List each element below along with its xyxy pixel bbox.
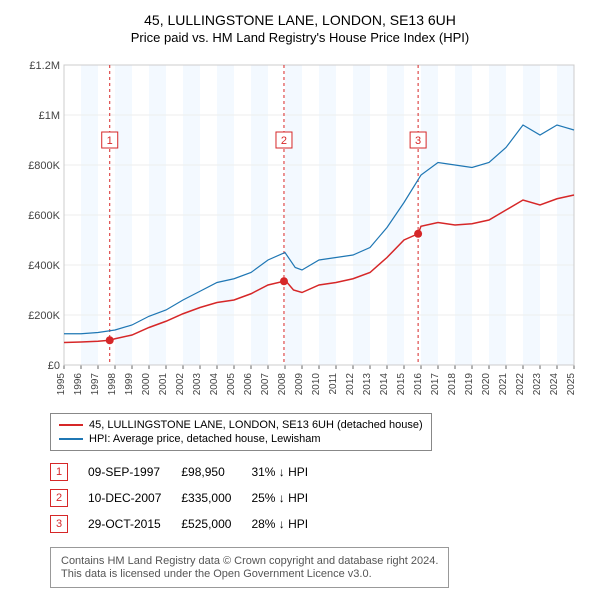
svg-text:£800K: £800K (28, 160, 60, 172)
chart-title: 45, LULLINGSTONE LANE, LONDON, SE13 6UH (10, 12, 590, 28)
chart-svg: £0 £200K £400K £600K £800K £1M £1.2M 1995 1996 19… (20, 55, 580, 405)
svg-text:2002: 2002 (175, 373, 186, 396)
legend-item: 45, LULLINGSTONE LANE, LONDON, SE13 6UH … (59, 418, 423, 432)
svg-text:3: 3 (415, 135, 421, 147)
marker-row: 2 10-DEC-2007£335,00025% ↓ HPI (50, 485, 328, 511)
svg-text:£400K: £400K (28, 260, 60, 272)
svg-text:2010: 2010 (311, 373, 322, 396)
svg-text:1997: 1997 (90, 373, 101, 396)
svg-text:2008: 2008 (277, 373, 288, 396)
legend-box: 45, LULLINGSTONE LANE, LONDON, SE13 6UH … (50, 413, 432, 451)
marker-date: 09-SEP-1997 (88, 459, 181, 485)
legend-item: HPI: Average price, detached house, Lewi… (59, 432, 423, 446)
marker-delta: 25% ↓ HPI (251, 485, 328, 511)
marker-number-box: 3 (50, 515, 68, 533)
svg-text:2012: 2012 (345, 373, 356, 396)
svg-text:2005: 2005 (226, 373, 237, 396)
marker-price: £525,000 (181, 511, 251, 537)
chart-container: 45, LULLINGSTONE LANE, LONDON, SE13 6UH … (10, 12, 590, 588)
svg-text:1999: 1999 (124, 373, 135, 396)
svg-text:1: 1 (107, 135, 113, 147)
svg-text:2007: 2007 (260, 373, 271, 396)
svg-text:2021: 2021 (498, 373, 509, 396)
chart-plot-area: £0 £200K £400K £600K £800K £1M £1.2M 1995 1996 19… (20, 55, 580, 405)
svg-text:2019: 2019 (464, 373, 475, 396)
footer-line-1: Contains HM Land Registry data © Crown c… (61, 555, 438, 567)
svg-text:1996: 1996 (73, 373, 84, 396)
svg-text:2006: 2006 (243, 373, 254, 396)
svg-text:1998: 1998 (107, 373, 118, 396)
svg-text:2001: 2001 (158, 373, 169, 396)
svg-text:2016: 2016 (413, 373, 424, 396)
svg-text:2025: 2025 (566, 373, 577, 396)
svg-text:2013: 2013 (362, 373, 373, 396)
svg-text:£0: £0 (48, 360, 60, 372)
legend-label: 45, LULLINGSTONE LANE, LONDON, SE13 6UH … (89, 419, 423, 431)
svg-text:2014: 2014 (379, 373, 390, 396)
legend-swatch (59, 424, 83, 426)
marker-price: £98,950 (181, 459, 251, 485)
footer-attribution: Contains HM Land Registry data © Crown c… (50, 547, 449, 588)
legend-label: HPI: Average price, detached house, Lewi… (89, 433, 321, 445)
marker-number-box: 2 (50, 489, 68, 507)
svg-text:2020: 2020 (481, 373, 492, 396)
marker-price: £335,000 (181, 485, 251, 511)
svg-text:£1M: £1M (39, 110, 60, 122)
svg-text:2: 2 (281, 135, 287, 147)
marker-row: 3 29-OCT-2015£525,00028% ↓ HPI (50, 511, 328, 537)
svg-text:2009: 2009 (294, 373, 305, 396)
svg-text:2000: 2000 (141, 373, 152, 396)
footer-line-2: This data is licensed under the Open Gov… (61, 568, 438, 580)
svg-text:2011: 2011 (328, 373, 339, 395)
svg-text:2015: 2015 (396, 373, 407, 396)
marker-number-box: 1 (50, 463, 68, 481)
marker-delta: 28% ↓ HPI (251, 511, 328, 537)
svg-text:1995: 1995 (56, 373, 67, 396)
marker-table: 1 09-SEP-1997£98,95031% ↓ HPI 2 10-DEC-2007… (50, 459, 328, 537)
svg-text:2024: 2024 (549, 373, 560, 396)
svg-text:£600K: £600K (28, 210, 60, 222)
chart-subtitle: Price paid vs. HM Land Registry's House … (10, 30, 590, 45)
marker-delta: 31% ↓ HPI (251, 459, 328, 485)
svg-text:2022: 2022 (515, 373, 526, 396)
svg-text:£1.2M: £1.2M (29, 60, 60, 72)
svg-text:2023: 2023 (532, 373, 543, 396)
marker-date: 29-OCT-2015 (88, 511, 181, 537)
marker-row: 1 09-SEP-1997£98,95031% ↓ HPI (50, 459, 328, 485)
svg-text:2004: 2004 (209, 373, 220, 396)
svg-text:2018: 2018 (447, 373, 458, 396)
marker-date: 10-DEC-2007 (88, 485, 181, 511)
svg-text:2017: 2017 (430, 373, 441, 396)
svg-text:2003: 2003 (192, 373, 203, 396)
legend-swatch (59, 438, 83, 440)
svg-text:£200K: £200K (28, 310, 60, 322)
